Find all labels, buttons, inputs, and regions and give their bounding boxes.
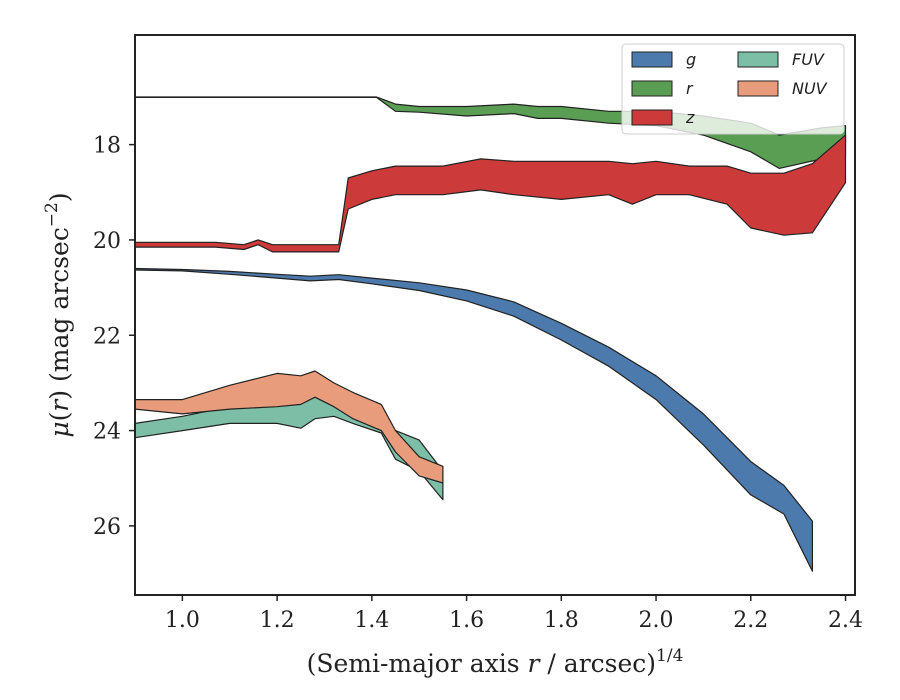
bands-layer: [135, 96, 847, 572]
legend: grz FUV NUV: [621, 43, 845, 135]
legend-swatch-z: [631, 109, 673, 126]
x-tick-label: 1.0: [165, 608, 200, 633]
legend-label-z: z: [685, 108, 695, 127]
legend-swatch-nuv: [737, 80, 779, 97]
x-axis: 1.0 1.2 1.4 1.6 1.8 2.0 2.2 2.4: [165, 595, 863, 633]
y-tick-label: 26: [93, 515, 121, 540]
x-tick-label: 1.6: [449, 608, 484, 633]
x-tick-label: 2.0: [639, 608, 674, 633]
legend-swatch-fuv: [737, 51, 779, 68]
legend-label-r: r: [686, 79, 694, 98]
x-tick-label: 1.2: [260, 608, 295, 633]
legend-label-fuv: FUV: [792, 50, 825, 69]
y-tick-label: 20: [93, 229, 121, 254]
plot-frame: [134, 34, 856, 596]
y-axis: 18 20 22 24 26: [93, 134, 135, 540]
legend-label-nuv: NUV: [792, 79, 828, 98]
legend-box: [621, 43, 845, 135]
x-tick-label: 2.2: [733, 608, 768, 633]
x-axis-label: (Semi-major axis r / arcsec)1/4: [307, 646, 684, 678]
band-z: [135, 134, 847, 253]
x-tick-label: 1.4: [354, 608, 389, 633]
x-tick-label: 1.8: [544, 608, 579, 633]
y-tick-label: 18: [93, 134, 121, 159]
y-axis-label: μ(r) (mag arcsec−2): [42, 192, 74, 437]
y-tick-label: 24: [93, 420, 121, 445]
band-g: [135, 267, 814, 572]
band-nuv: [135, 370, 444, 484]
legend-label-g: g: [686, 50, 696, 69]
legend-swatch-g: [631, 51, 673, 68]
x-tick-label: 2.4: [828, 608, 863, 633]
y-tick-label: 22: [93, 324, 121, 349]
legend-swatch-r: [631, 80, 673, 97]
